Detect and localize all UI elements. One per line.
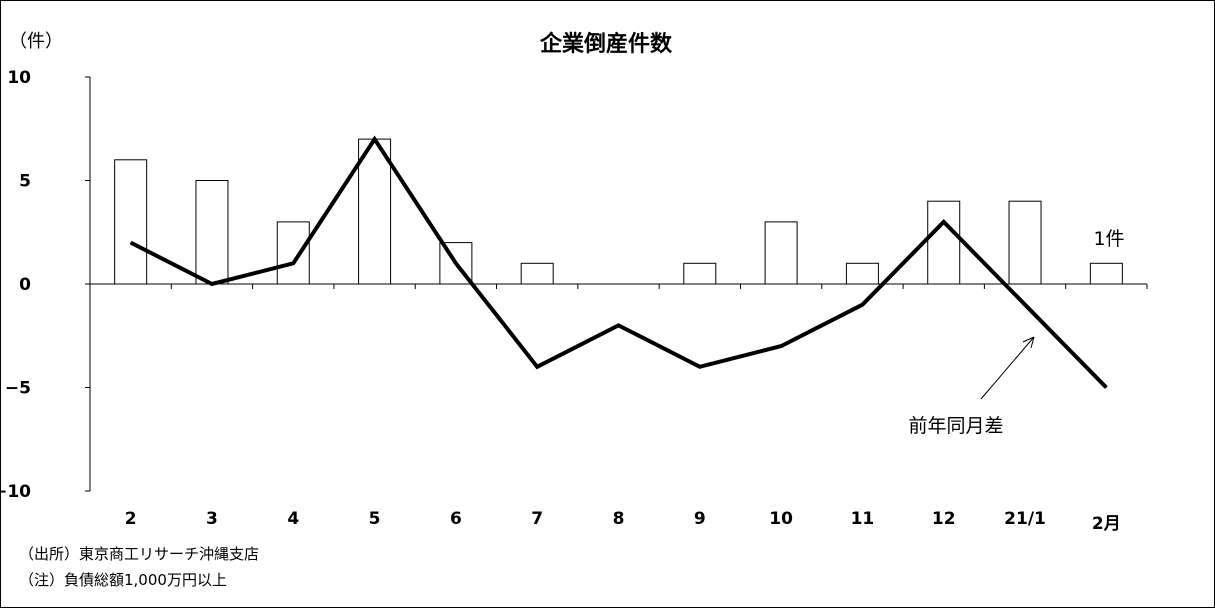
- x-tick-label: 2月: [1092, 514, 1121, 534]
- line-point-10: [780, 345, 782, 347]
- note-definition: （注）負債総額1,000万円以上: [19, 571, 227, 589]
- line-point-8: [618, 324, 619, 326]
- x-tick-label: 4: [287, 509, 299, 529]
- line-point-7: [536, 366, 538, 368]
- x-tick-label: 8: [613, 509, 625, 529]
- line-point-11: [861, 304, 863, 306]
- line-point-21/1: [1024, 304, 1026, 306]
- bar-series: [114, 138, 1123, 285]
- bar-21/1: [1008, 200, 1042, 285]
- x-tick-label: 12: [932, 509, 956, 529]
- line-point-2月: [1105, 387, 1107, 388]
- note-source: （出所）東京商工リサーチ沖縄支店: [19, 545, 259, 563]
- line-point-9: [699, 366, 701, 368]
- y-tick-label: −10: [1, 482, 31, 502]
- x-tick-label: 3: [206, 509, 218, 529]
- y-tick-label: 10: [7, 68, 31, 88]
- bar-7: [520, 262, 554, 285]
- bar-12: [927, 200, 961, 285]
- line-point-2: [130, 242, 132, 244]
- line-point-6: [455, 262, 457, 264]
- y-axis-unit-label: （件）: [9, 31, 63, 52]
- bar-10: [764, 221, 798, 285]
- x-tick-label: 7: [531, 509, 543, 529]
- last-bar-label: 1件: [1093, 228, 1124, 250]
- y-tick-label: −5: [5, 379, 31, 399]
- bar-9: [683, 262, 717, 285]
- x-tick-label: 10: [769, 509, 793, 529]
- line-point-3: [211, 283, 213, 285]
- annotation-arrow-head: [1022, 336, 1035, 349]
- line-series: [129, 135, 1108, 389]
- x-axis-tick-labels: 2 3 4 5 6 7 8 9 10 11 12 21/1 2月: [125, 509, 1121, 534]
- y-axis-tick-labels: 10 5 0 −5 −10: [1, 68, 31, 502]
- x-tick-label: 11: [851, 509, 875, 529]
- y-tick-label: 0: [19, 275, 31, 295]
- bar-3: [195, 180, 229, 285]
- bar-11: [845, 262, 879, 285]
- axes: [85, 76, 1148, 492]
- bar-4: [276, 221, 310, 285]
- line-point-12: [943, 221, 945, 223]
- y-tick-label: 5: [19, 172, 31, 192]
- bar-2: [114, 159, 148, 285]
- x-tick-label: 6: [450, 509, 462, 529]
- annotation-arrow-line: [980, 336, 1035, 400]
- x-tick-label: 2: [125, 509, 137, 529]
- line-point-4: [292, 262, 294, 264]
- bar-5: [358, 138, 392, 285]
- line-series-label: 前年同月差: [908, 415, 1003, 437]
- x-tick-label: 5: [369, 509, 381, 529]
- line-point-5: [374, 138, 376, 140]
- bar-2月: [1089, 262, 1123, 285]
- chart-title: 企業倒産件数: [539, 31, 673, 57]
- x-tick-label: 21/1: [1004, 509, 1046, 529]
- x-tick-label: 9: [694, 509, 706, 529]
